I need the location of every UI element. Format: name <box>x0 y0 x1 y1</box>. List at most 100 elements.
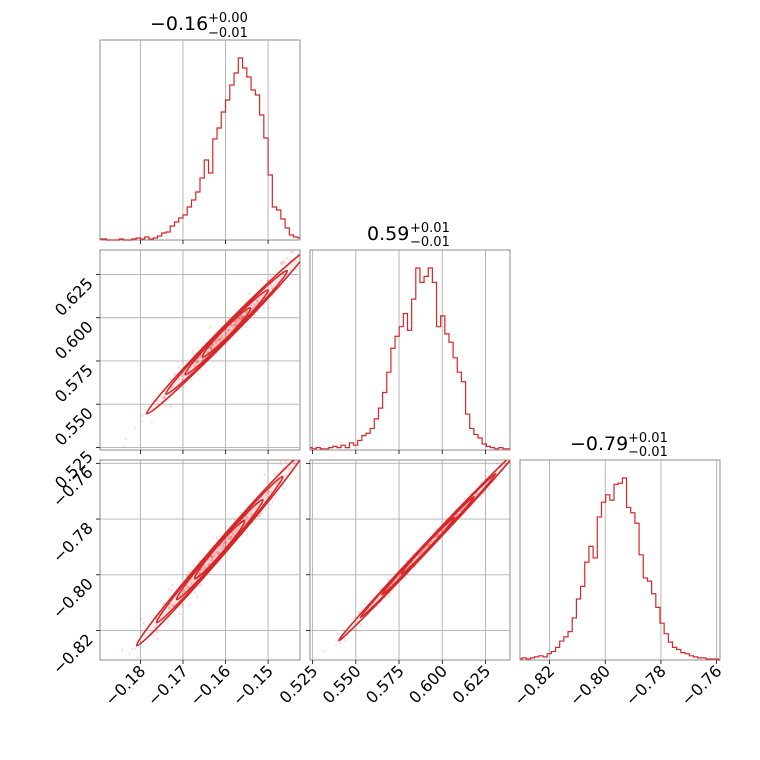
scatter-point <box>294 259 297 262</box>
scatter-point <box>234 322 237 325</box>
scatter-point <box>404 576 407 579</box>
scatter-point <box>136 656 139 659</box>
scatter-point <box>248 292 251 295</box>
scatter-point <box>270 491 273 494</box>
scatter-point <box>475 494 478 497</box>
contour-level-2 <box>155 475 284 624</box>
scatter-point <box>282 487 285 490</box>
scatter-point <box>169 378 172 381</box>
scatter-point <box>197 373 200 376</box>
histogram-param-2 <box>310 267 510 450</box>
scatter-point <box>289 466 292 469</box>
scatter-point <box>225 332 228 335</box>
scatter-point <box>166 622 169 625</box>
scatter-point <box>170 405 173 408</box>
scatter-point <box>252 305 255 308</box>
scatter-point <box>216 343 219 346</box>
scatter-point <box>169 606 172 609</box>
scatter-point <box>192 353 195 356</box>
scatter-point <box>292 456 294 458</box>
scatter-point <box>232 326 235 329</box>
scatter-point <box>301 451 303 453</box>
scatter-point <box>262 496 265 499</box>
scatter-point <box>235 319 239 322</box>
x-tick-label: 0.550 <box>319 661 365 707</box>
scatter-point <box>215 550 218 554</box>
scatter-point <box>338 641 341 644</box>
scatter-point <box>185 574 188 578</box>
x-tick-label: 0.575 <box>362 661 408 707</box>
scatter-point <box>237 318 240 321</box>
scatter-point <box>238 318 241 321</box>
scatter-point <box>253 303 256 306</box>
title-param-2-plus: +0.01 <box>410 221 450 236</box>
scatter-point <box>290 460 293 461</box>
scatter-point <box>266 492 269 495</box>
scatter-point <box>230 323 233 326</box>
scatter-point <box>266 279 269 282</box>
scatter-point <box>280 263 283 266</box>
scatter-point <box>336 633 339 636</box>
scatter-point <box>212 344 215 347</box>
scatter-point <box>235 324 238 327</box>
scatter-point <box>245 310 248 313</box>
scatter-point <box>353 617 356 620</box>
scatter-point <box>374 600 377 603</box>
title-param-2-value: 0.59 <box>367 223 409 245</box>
scatter-point <box>257 515 260 518</box>
scatter-point <box>297 456 299 458</box>
scatter-point <box>186 585 189 588</box>
scatter-point <box>210 347 213 350</box>
scatter-point <box>241 316 244 319</box>
y-tick-label: 0.600 <box>51 317 97 363</box>
scatter-point <box>427 545 430 548</box>
scatter-point <box>318 668 320 670</box>
scatter-point <box>256 300 259 303</box>
scatter-point <box>224 526 227 529</box>
scatter-point <box>256 299 259 302</box>
scatter-point <box>353 628 356 632</box>
scatter-point <box>437 533 440 536</box>
scatter-point <box>156 638 159 641</box>
y-tick-label: −0.80 <box>49 574 97 622</box>
scatter-point <box>343 637 346 640</box>
scatter-point <box>229 537 232 540</box>
scatter-point <box>249 513 252 516</box>
scatter-point <box>234 321 237 324</box>
y-tick-label: 0.575 <box>51 360 97 406</box>
scatter-point <box>239 319 242 322</box>
scatter-point <box>294 476 297 479</box>
scatter-point <box>183 589 186 592</box>
scatter-point <box>260 511 263 514</box>
scatter-point <box>260 513 263 516</box>
scatter-point <box>303 457 305 459</box>
scatter-point <box>299 257 300 260</box>
scatter-point <box>293 462 296 465</box>
scatter-point <box>254 304 257 307</box>
scatter-point <box>508 454 510 456</box>
scatter-point <box>288 468 291 471</box>
scatter-point <box>290 262 294 265</box>
scatter-point <box>245 516 248 519</box>
scatter-point <box>304 248 306 250</box>
scatter-point <box>513 458 515 460</box>
title-param-2-minus: −0.01 <box>410 235 450 250</box>
axes-frame-hist-1 <box>99 39 301 241</box>
scatter-point <box>284 261 287 264</box>
scatter-point <box>210 555 213 558</box>
scatter-point <box>133 426 136 429</box>
scatter-point <box>513 452 515 454</box>
scatter-point <box>271 294 274 297</box>
scatter-point <box>421 549 424 552</box>
scatter-point <box>163 397 166 400</box>
scatter-point <box>283 453 285 455</box>
scatter-point <box>223 331 226 334</box>
scatter-point <box>218 337 221 341</box>
scatter-point <box>140 630 143 633</box>
scatter-point <box>430 540 433 543</box>
scatter-point <box>266 481 269 484</box>
scatter-point <box>170 589 173 592</box>
scatter-point <box>424 546 427 549</box>
scatter-point <box>190 378 193 381</box>
scatter-point <box>259 515 262 518</box>
